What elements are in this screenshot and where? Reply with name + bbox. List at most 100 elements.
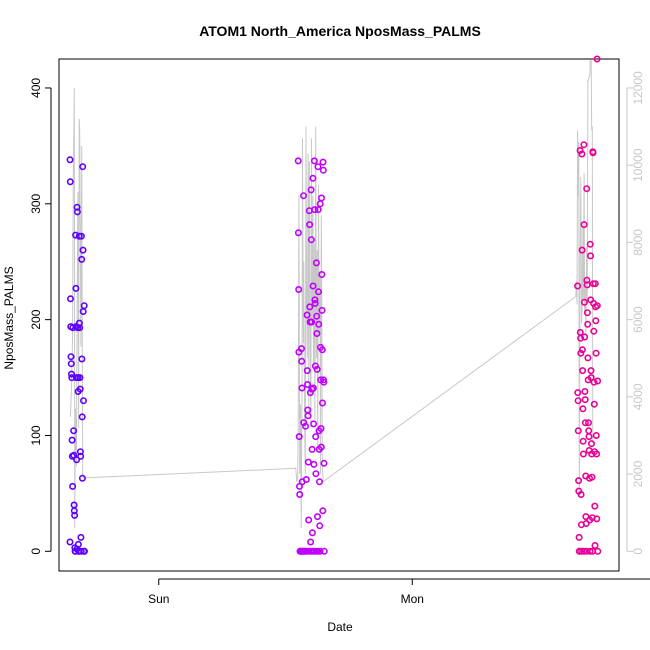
data-point	[297, 345, 305, 353]
data-point	[66, 156, 74, 164]
data-point	[574, 397, 582, 405]
data-point	[318, 399, 326, 407]
data-point	[295, 285, 303, 293]
data-point	[583, 309, 591, 317]
data-point	[592, 317, 600, 325]
data-point	[314, 163, 322, 171]
data-point	[80, 397, 88, 405]
data-point	[79, 246, 87, 254]
data-point	[319, 507, 327, 515]
data-point	[67, 353, 75, 361]
data-point	[303, 311, 311, 319]
data-point	[582, 519, 590, 527]
data-point	[593, 55, 601, 63]
data-point	[307, 236, 315, 244]
data-point	[312, 470, 320, 478]
data-point	[72, 284, 80, 292]
data-point	[304, 380, 312, 388]
data-point	[306, 221, 314, 229]
data-point	[299, 192, 307, 200]
y-tick-label: 300	[29, 193, 43, 213]
data-point	[588, 473, 596, 481]
data-point	[70, 501, 78, 509]
y-tick-label: 200	[29, 309, 43, 329]
x-tick-label: Mon	[401, 592, 424, 606]
data-point	[319, 166, 327, 174]
data-point	[580, 141, 588, 149]
data-point	[312, 259, 320, 267]
data-point	[296, 490, 304, 498]
data-point	[67, 295, 75, 303]
data-point	[313, 329, 321, 337]
x-tick-label: Sun	[148, 592, 169, 606]
data-point	[310, 460, 318, 468]
data-point	[69, 482, 77, 490]
data-point	[581, 333, 589, 341]
data-point	[585, 433, 593, 441]
data-point	[306, 303, 314, 311]
data-point	[317, 443, 325, 451]
data-point	[66, 538, 74, 546]
data-point	[74, 540, 82, 548]
data-point	[577, 490, 585, 498]
data-point	[311, 296, 319, 304]
y-tick-label: 100	[29, 425, 43, 445]
data-point	[306, 389, 314, 397]
data-point	[580, 298, 588, 306]
data-point	[589, 149, 597, 157]
data-point	[579, 450, 587, 458]
data-point	[309, 384, 317, 392]
data-point	[593, 515, 601, 523]
data-point	[312, 433, 320, 441]
data-point	[310, 420, 318, 428]
data-point	[307, 186, 315, 194]
data-point	[590, 378, 598, 386]
data-point	[298, 357, 306, 365]
data-point	[575, 477, 583, 485]
data-point	[80, 302, 88, 310]
data-point	[298, 384, 306, 392]
data-point	[76, 374, 84, 382]
data-point	[581, 387, 589, 395]
data-point	[318, 306, 326, 314]
data-point	[582, 513, 590, 521]
data-point	[316, 547, 324, 555]
data-point	[303, 367, 311, 375]
data-point	[318, 346, 326, 354]
data-point	[294, 229, 302, 237]
right-y-tick-label: 2000	[631, 460, 645, 487]
data-point	[320, 547, 328, 555]
secondary-trace-line	[70, 60, 594, 529]
data-point	[584, 419, 592, 427]
data-point	[79, 163, 87, 171]
data-point	[308, 318, 316, 326]
data-point	[574, 427, 582, 435]
data-point	[580, 221, 588, 229]
data-point	[77, 452, 85, 460]
data-point	[575, 533, 583, 541]
data-point	[78, 474, 86, 482]
data-point	[592, 349, 600, 357]
data-point	[578, 346, 586, 354]
right-y-tick-label: 12000	[631, 71, 645, 105]
x-axis-label: Date	[327, 620, 353, 634]
data-point	[311, 206, 319, 214]
data-point	[311, 299, 319, 307]
data-point	[78, 355, 86, 363]
data-point	[583, 185, 591, 193]
data-point	[313, 513, 321, 521]
data-point	[578, 150, 586, 158]
data-point	[580, 547, 588, 555]
data-point	[594, 547, 602, 555]
data-point	[71, 511, 79, 519]
data-point	[311, 362, 319, 370]
right-y-tick-label: 10000	[631, 148, 645, 182]
data-point	[304, 412, 312, 420]
data-point	[73, 208, 81, 216]
data-point	[577, 334, 585, 342]
data-point	[317, 194, 325, 202]
data-point	[77, 533, 85, 541]
data-point	[294, 157, 302, 165]
data-point	[586, 240, 594, 248]
